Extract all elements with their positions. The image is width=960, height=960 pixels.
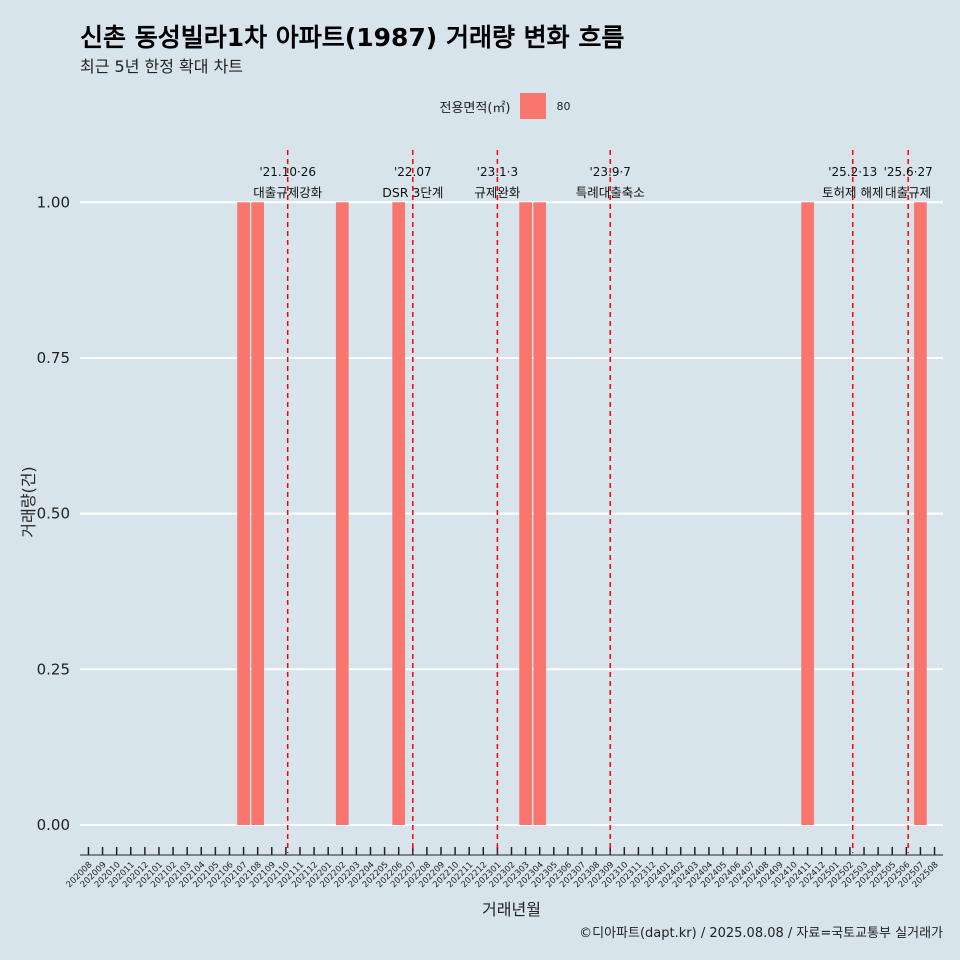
- event-name-label: 대출규제: [885, 185, 931, 200]
- bar: [335, 202, 349, 825]
- y-tick-label: 1.00: [37, 193, 70, 211]
- event-date-label: '21.10·26: [259, 165, 316, 179]
- bar: [914, 202, 927, 825]
- chart-title: 신촌 동성빌라1차 아파트(1987) 거래량 변화 흐름: [80, 23, 625, 52]
- event-date-label: '22.07: [394, 165, 432, 179]
- legend: 전용면적(㎡) 80: [0, 93, 960, 119]
- bar: [533, 202, 547, 825]
- y-tick-label: 0.25: [37, 660, 70, 678]
- event-name-label: DSR 3단계: [382, 185, 443, 200]
- event-name-label: 토허제 해제: [822, 185, 883, 200]
- event-date-label: '23.9·7: [589, 165, 630, 179]
- event-name-label: 대출규제강화: [253, 185, 323, 200]
- chart-subtitle: 최근 5년 한정 확대 차트: [80, 57, 244, 76]
- y-tick-label: 0.75: [37, 349, 70, 367]
- bar: [801, 202, 814, 825]
- caption: ©디아파트(dapt.kr) / 2025.08.08 / 자료=국토교통부 실…: [579, 926, 943, 941]
- event-date-label: '25.6·27: [884, 165, 933, 179]
- legend-label: 80: [556, 99, 571, 113]
- y-tick-label: 0.50: [37, 505, 70, 523]
- bar: [519, 202, 532, 825]
- legend-swatch: [520, 93, 547, 119]
- event-date-label: '23.1·3: [477, 165, 518, 179]
- bar: [251, 202, 265, 825]
- bar: [237, 202, 250, 825]
- y-axis-title: 거래량(건): [19, 466, 38, 537]
- bar: [392, 202, 406, 825]
- legend-title: 전용면적(㎡): [439, 100, 511, 116]
- y-tick-label: 0.00: [37, 816, 70, 834]
- event-date-label: '25.2·13: [828, 165, 877, 179]
- event-name-label: 특례대출축소: [576, 185, 645, 200]
- x-axis-title: 거래년월: [482, 900, 541, 919]
- event-name-label: 규제완화: [474, 185, 521, 200]
